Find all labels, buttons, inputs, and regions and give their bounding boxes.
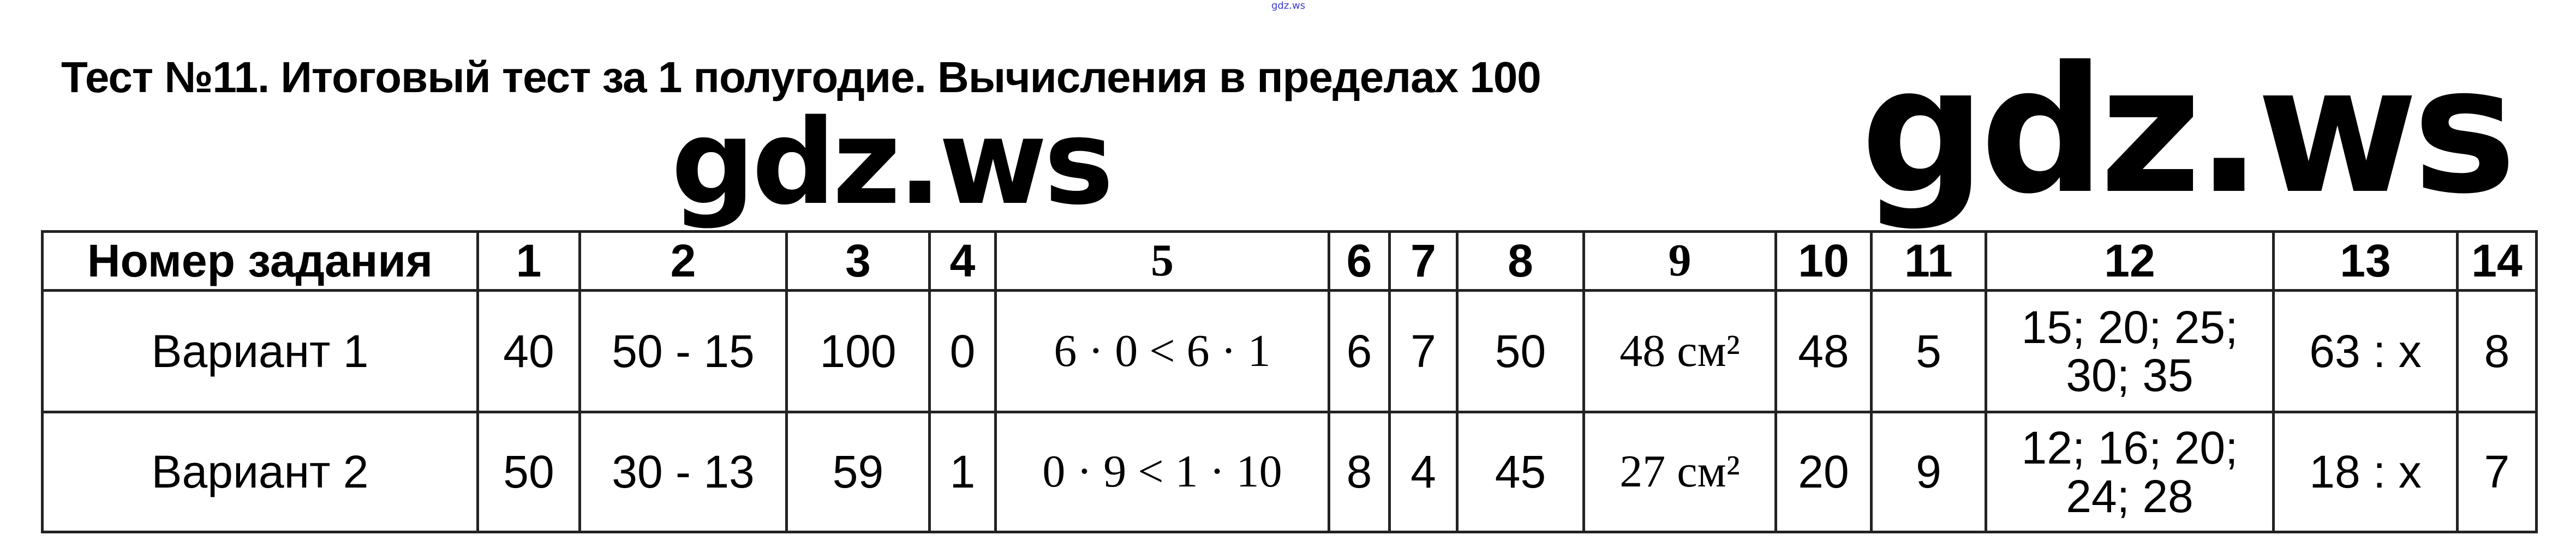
table-cell: 6 · 0 < 6 · 1 bbox=[994, 289, 1330, 413]
table-cell: 20 bbox=[1774, 411, 1873, 533]
table-cell: 100 bbox=[785, 289, 931, 413]
table-cell: 13 bbox=[2272, 230, 2459, 292]
table-cell: 12; 16; 20; 24; 28 bbox=[1985, 411, 2275, 533]
row-label-cell: Вариант 2 bbox=[41, 411, 479, 533]
table-cell: 7 bbox=[2456, 411, 2538, 533]
table-cell: 1 bbox=[476, 230, 581, 292]
table-cell: 9 bbox=[1870, 411, 1987, 533]
table-cell: 18 : x bbox=[2272, 411, 2459, 533]
table-cell: 6 bbox=[1328, 289, 1391, 413]
row-label-cell: Вариант 1 bbox=[41, 289, 479, 413]
table-cell: 15; 20; 25; 30; 35 bbox=[1985, 289, 2275, 413]
table-cell: 11 bbox=[1870, 230, 1987, 292]
table-cell: 45 bbox=[1456, 411, 1585, 533]
table-cell: 50 bbox=[476, 411, 581, 533]
table-cell: 14 bbox=[2456, 230, 2538, 292]
table-cell: 10 bbox=[1774, 230, 1873, 292]
page-title: Тест №11. Итоговый тест за 1 полугодие. … bbox=[61, 53, 1541, 101]
table-cell: 59 bbox=[785, 411, 931, 533]
table-cell: 48 см² bbox=[1582, 289, 1777, 413]
table-cell: 63 : x bbox=[2272, 289, 2459, 413]
table-cell: 3 bbox=[785, 230, 931, 292]
table-cell: 0 · 9 < 1 · 10 bbox=[994, 411, 1330, 533]
table-cell: 7 bbox=[1388, 230, 1459, 292]
table-cell: 4 bbox=[928, 230, 997, 292]
table-cell: 50 bbox=[1456, 289, 1585, 413]
table-cell: 12 bbox=[1985, 230, 2275, 292]
table-cell: 6 bbox=[1328, 230, 1391, 292]
table-cell: 50 - 15 bbox=[578, 289, 788, 413]
table-row: Вариант 2 50 30 - 13 59 1 0 · 9 < 1 · 10 8 4 45 2… bbox=[41, 411, 2538, 533]
table-cell: 27 см² bbox=[1582, 411, 1777, 533]
answers-table: Номер задания 1 2 3 4 5 6 7 8 9 10 11 12 13 14 Вариант… bbox=[41, 230, 2538, 533]
table-cell: 2 bbox=[578, 230, 788, 292]
watermark-small: gdz.ws bbox=[1271, 0, 1306, 11]
row-label-cell: Номер задания bbox=[41, 230, 479, 292]
table-row: Вариант 1 40 50 - 15 100 0 6 · 0 < 6 · 1 6 7 50 4… bbox=[41, 289, 2538, 413]
table-cell: 48 bbox=[1774, 289, 1873, 413]
table-cell: 1 bbox=[928, 411, 997, 533]
table-cell: 7 bbox=[1388, 289, 1459, 413]
table-cell: 0 bbox=[928, 289, 997, 413]
watermark: gdz.ws bbox=[1861, 29, 2517, 232]
watermark: gdz.ws bbox=[671, 94, 1114, 231]
table-header-row: Номер задания 1 2 3 4 5 6 7 8 9 10 11 12 13 14 bbox=[41, 230, 2538, 292]
table-cell: 40 bbox=[476, 289, 581, 413]
table-cell: 9 bbox=[1582, 230, 1777, 292]
table-cell: 8 bbox=[1456, 230, 1585, 292]
table-cell: 4 bbox=[1388, 411, 1459, 533]
table-cell: 5 bbox=[994, 230, 1330, 292]
table-cell: 8 bbox=[2456, 289, 2538, 413]
table-cell: 30 - 13 bbox=[578, 411, 788, 533]
table-cell: 8 bbox=[1328, 411, 1391, 533]
table-cell: 5 bbox=[1870, 289, 1987, 413]
